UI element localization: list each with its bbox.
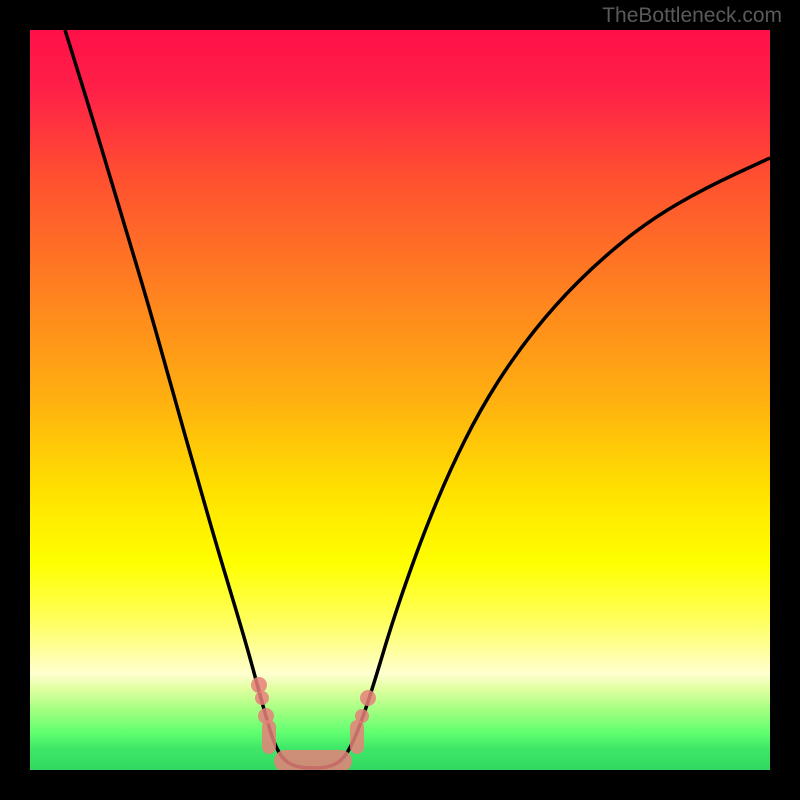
marker-overlay — [30, 30, 770, 770]
watermark-text: TheBottleneck.com — [602, 4, 782, 28]
chart-area — [30, 30, 770, 770]
